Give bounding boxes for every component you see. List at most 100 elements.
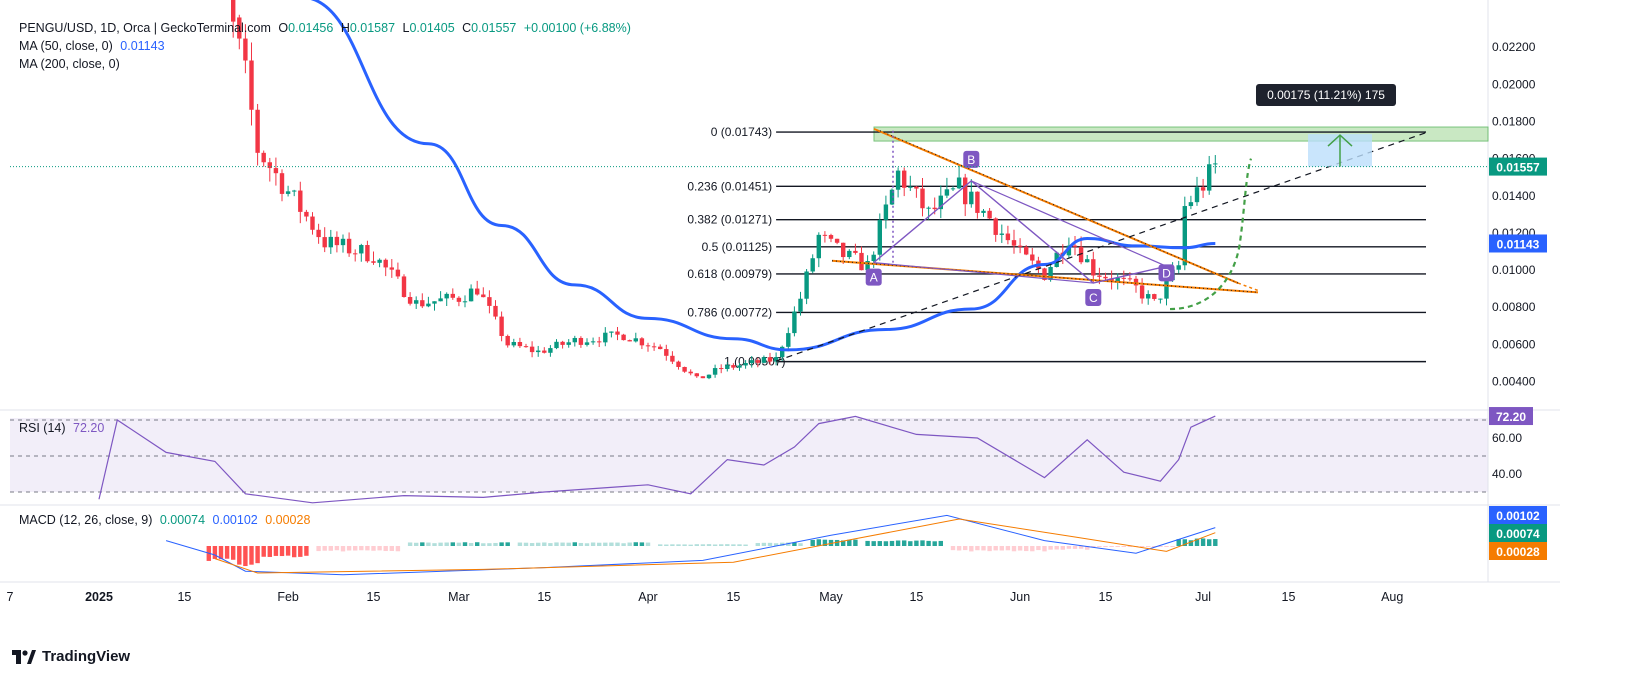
macd-histogram-bar (273, 546, 279, 556)
time-tick-label: Feb (277, 590, 299, 604)
symbol-legend: PENGU/USD, 1D, Orca | GeckoTerminal.com … (19, 21, 635, 35)
harmonic-point-badge (1158, 264, 1175, 282)
rsi-legend[interactable]: RSI (14) 72.20 (19, 421, 108, 435)
time-tick-label: 15 (1282, 590, 1296, 604)
candle-body (871, 254, 876, 262)
candle-body (389, 267, 394, 270)
candle-body (1085, 259, 1090, 263)
macd-histogram-bar (548, 543, 553, 546)
macd-histogram-bar (725, 544, 730, 546)
candle-body (920, 188, 925, 209)
macd-histogram-bar (682, 544, 687, 546)
harmonic-point-label: A (870, 271, 878, 285)
candle-body (956, 177, 962, 189)
macd-histogram-bar (359, 546, 364, 551)
macd-histogram-bar (688, 544, 693, 546)
harmonic-point-label: D (1162, 266, 1171, 280)
macd-histogram-bar (883, 541, 889, 546)
candle-body (468, 288, 474, 302)
candle-body (462, 301, 468, 303)
candle-body (249, 60, 254, 110)
candle-body (1176, 265, 1181, 270)
candle-body (578, 337, 584, 345)
candle-body (499, 316, 504, 336)
measure-arrow-head (1327, 134, 1353, 147)
candle-body (700, 376, 706, 379)
candle-body (615, 331, 620, 335)
macd-histogram-bar (773, 543, 779, 546)
macd-value-3: 0.00028 (265, 513, 311, 527)
macd-histogram-bar (267, 546, 272, 557)
candle-body (383, 259, 388, 268)
macd-histogram-bar (444, 542, 449, 546)
candle-body (1024, 246, 1029, 255)
price-tick-label: 0.00800 (1492, 300, 1536, 314)
macd-histogram-bar (1091, 546, 1096, 547)
macd-histogram-bar (529, 543, 535, 546)
candle-body (237, 17, 242, 39)
macd-histogram-bar (865, 540, 870, 546)
candle-body (395, 269, 401, 277)
macd-value-2: 0.00102 (212, 513, 258, 527)
low-value: 0.01405 (409, 21, 455, 35)
candle-body (261, 152, 266, 163)
macd-value-tag (1489, 524, 1547, 542)
rsi-value-tag (1489, 407, 1533, 426)
harmonic-pattern (873, 179, 1167, 284)
macd-histogram-bar (969, 546, 974, 552)
macd-legend[interactable]: MACD (12, 26, close, 9) 0.00074 0.00102 … (19, 513, 314, 527)
rsi-band-fill (10, 418, 1488, 492)
macd-histogram-bar (1170, 546, 1175, 547)
macd-histogram-bar (371, 546, 376, 551)
candle-body (847, 250, 852, 258)
tradingview-brand[interactable]: TradingView (12, 648, 130, 665)
macd-value-tag (1489, 542, 1547, 560)
macd-histogram-bar (462, 542, 468, 546)
ma50-value: 0.01143 (120, 39, 165, 53)
candle-body (456, 297, 462, 302)
macd-label: MACD (12, 26, close, 9) (19, 513, 153, 527)
macd-histogram-bar (499, 542, 504, 546)
candle-body (438, 298, 443, 302)
candle-body (310, 216, 315, 230)
symbol-title[interactable]: PENGU/USD, 1D, Orca | GeckoTerminal.com (19, 21, 271, 35)
time-tick-label: 15 (726, 590, 740, 604)
macd-histogram-bar (1200, 538, 1206, 546)
candle-body (658, 346, 663, 350)
macd-histogram-bar (993, 546, 998, 551)
macd-histogram-bar (1060, 546, 1065, 550)
candle-body (548, 348, 553, 353)
candle-body (755, 360, 760, 363)
candle-body (895, 170, 901, 190)
price-tick-label: 0.02200 (1492, 40, 1536, 54)
current-price-tag (1489, 157, 1547, 176)
ma200-legend[interactable]: MA (200, close, 0) (19, 57, 124, 71)
time-tick-label: 15 (909, 590, 923, 604)
rising-trendline (775, 132, 1427, 362)
macd-histogram-bar (1152, 546, 1157, 547)
candle-body (773, 357, 779, 362)
brand-name: TradingView (42, 648, 131, 665)
candle-body (731, 365, 736, 368)
candle-body (536, 350, 541, 353)
candle-body (682, 366, 687, 372)
macd-histogram-bar (292, 546, 297, 558)
harmonic-point-badge (1085, 289, 1102, 307)
macd-histogram-bar (956, 546, 962, 551)
candle-body (450, 293, 455, 298)
candle-body (1011, 240, 1017, 246)
candle-body (841, 242, 846, 258)
macd-histogram-bar (938, 540, 943, 546)
macd-histogram-bar (1158, 546, 1163, 547)
measure-label: 0.00175 (11.21%) 175 (1267, 88, 1385, 102)
macd-histogram-bar (1146, 546, 1151, 547)
time-tick-label: 15 (177, 590, 191, 604)
macd-histogram-bar (1048, 546, 1053, 550)
ma50-legend[interactable]: MA (50, close, 0) 0.01143 (19, 39, 169, 53)
candle-body (908, 186, 913, 188)
candle-body (1127, 278, 1133, 280)
macd-histogram-bar (798, 543, 803, 546)
macd-histogram-bar (822, 539, 828, 546)
candle-body (493, 305, 498, 317)
